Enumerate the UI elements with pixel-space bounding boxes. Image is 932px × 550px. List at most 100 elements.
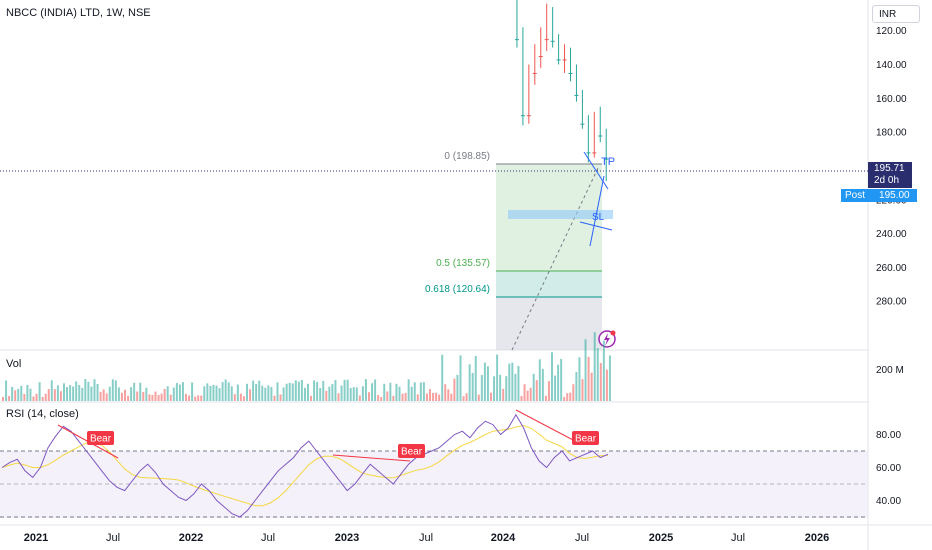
volume-bar: [102, 389, 105, 401]
volume-bar: [303, 387, 306, 401]
volume-bar: [532, 373, 535, 401]
post-label: Post: [845, 190, 866, 201]
post-value: 195.00: [869, 189, 917, 202]
volume-bar: [29, 388, 32, 401]
volume-bar: [26, 384, 29, 401]
volume-bar: [496, 354, 499, 401]
rsi-tick: 80.00: [876, 430, 901, 441]
volume-bar: [151, 394, 154, 401]
volume-bar: [14, 390, 17, 401]
volume-bar: [526, 390, 529, 401]
price-tick: 240.00: [876, 229, 907, 240]
svg-text:Bear: Bear: [575, 434, 597, 445]
volume-bar: [346, 379, 349, 401]
volume-bar: [166, 386, 169, 401]
volume-bar: [212, 384, 215, 401]
volume-bar: [486, 366, 489, 401]
volume-bar: [279, 394, 282, 401]
volume-bar: [453, 378, 456, 401]
volume-bar: [474, 355, 477, 401]
volume-bar: [63, 383, 65, 401]
rsi-axis[interactable]: 80.00 60.00 40.00: [876, 430, 901, 507]
volume-bar: [105, 393, 108, 401]
volume-bar: [377, 395, 380, 401]
candle: [574, 64, 579, 102]
rsi-tick: 40.00: [876, 496, 901, 507]
volume-bar: [2, 397, 4, 401]
volume-bar: [111, 379, 114, 401]
volume-bar: [81, 387, 84, 401]
volume-bar: [178, 384, 181, 401]
volume-bar: [47, 389, 50, 401]
volume-bar: [35, 393, 38, 401]
symbol-title[interactable]: NBCC (INDIA) LTD, 1W, NSE: [6, 7, 151, 19]
volume-bar: [544, 395, 547, 401]
volume-bar: [23, 394, 26, 401]
volume-bar: [53, 389, 56, 401]
lightning-icon[interactable]: [598, 330, 616, 348]
volume-bar: [429, 389, 431, 401]
volume-bar: [157, 394, 160, 401]
volume-bar: [535, 380, 538, 401]
rsi-title[interactable]: RSI (14, close): [6, 408, 79, 420]
volume-bar: [361, 386, 364, 401]
volume-bar: [331, 384, 334, 401]
volume-bar: [602, 340, 605, 401]
volume-bar: [322, 380, 325, 401]
volume-bar: [282, 387, 285, 401]
volume-bar: [325, 390, 328, 401]
volume-bar: [239, 393, 242, 401]
currency-button[interactable]: INR: [872, 5, 920, 23]
volume-bar: [20, 385, 23, 401]
candle: [532, 44, 537, 85]
volume-bar: [477, 394, 480, 401]
candle: [544, 3, 549, 51]
volume-bar: [410, 386, 413, 401]
volume-bar: [444, 384, 447, 401]
volume-bar: [175, 383, 178, 401]
volume-bar: [185, 393, 187, 401]
volume-bar: [398, 386, 401, 401]
volume-bar: [124, 389, 126, 401]
volume-bar: [72, 386, 75, 401]
volume-bar: [191, 382, 194, 401]
candle: [556, 34, 561, 65]
volume-bar: [218, 388, 221, 401]
volume-bar: [593, 332, 596, 401]
volume-bar: [517, 366, 520, 401]
volume-bar: [462, 396, 465, 401]
time-tick: 2023: [335, 532, 359, 544]
time-tick: Jul: [106, 532, 120, 544]
volume-bar: [227, 382, 230, 401]
volume-bar: [407, 379, 410, 401]
volume-bar: [136, 391, 139, 401]
volume-bar: [572, 384, 575, 401]
volume-bar: [334, 379, 337, 401]
volume-bar: [224, 379, 227, 401]
volume-bar: [255, 383, 258, 401]
volume-bar: [50, 380, 53, 401]
volume-bar: [608, 355, 611, 401]
volume-bar: [349, 387, 352, 401]
volume-bar: [563, 396, 566, 401]
post-market-tag: Post 195.00: [841, 189, 917, 202]
candle: [550, 7, 555, 48]
volume-bar: [59, 391, 62, 401]
time-axis[interactable]: 2021 Jul 2022 Jul 2023 Jul 2024 Jul 2025 Jul 2026: [24, 532, 829, 544]
volume-bar: [130, 387, 133, 401]
bar-countdown: 2d 0h: [874, 175, 900, 186]
volume-title[interactable]: Vol: [6, 358, 22, 370]
volume-bar: [386, 391, 389, 401]
volume-bar: [355, 387, 358, 401]
volume-bar: [181, 382, 184, 401]
volume-bar: [215, 385, 218, 401]
candle: [598, 106, 603, 143]
volume-bar: [392, 395, 395, 401]
volume-bar: [108, 386, 111, 401]
volume-bar: [99, 391, 102, 401]
volume-bar: [242, 396, 245, 401]
candle: [580, 89, 585, 129]
volume-bar: [599, 362, 602, 401]
volume-bar: [514, 373, 517, 401]
